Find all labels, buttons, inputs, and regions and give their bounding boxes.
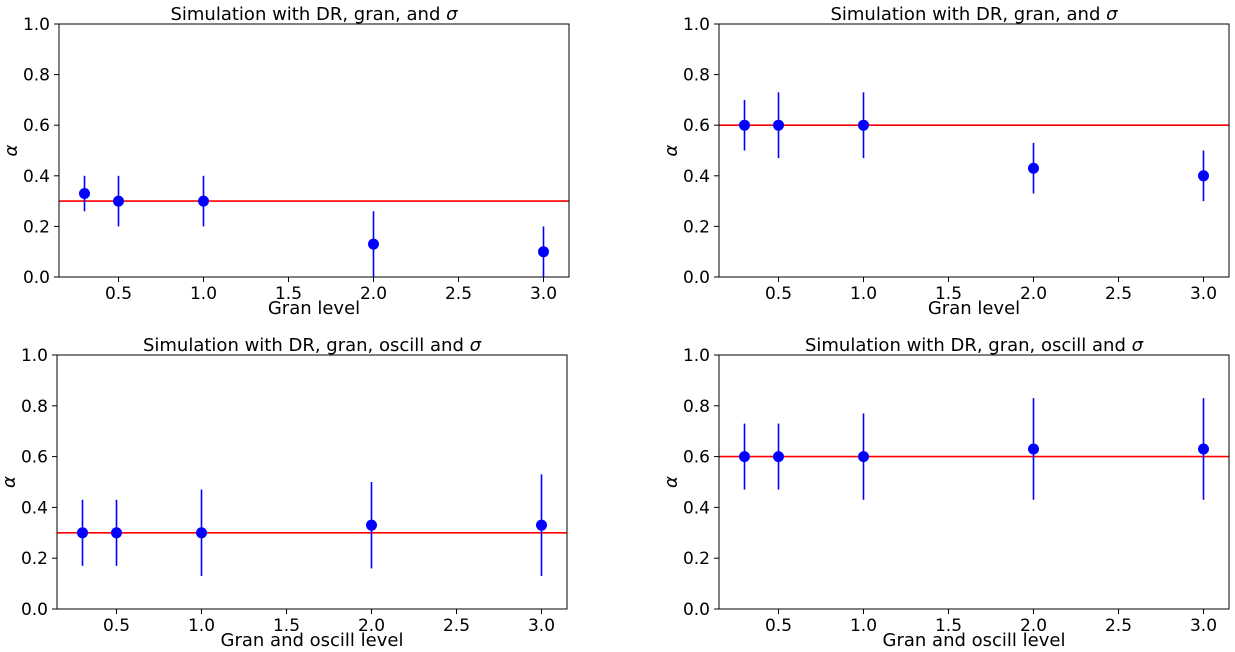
x-axis-label: Gran level — [268, 298, 360, 319]
y-axis-label: α — [661, 476, 682, 488]
x-tick-label: 2.0 — [360, 284, 387, 304]
data-point — [111, 527, 122, 539]
chart-title: Simulation with DR, gran, and σ — [170, 4, 458, 25]
chart-title-symbol: σ — [1132, 335, 1144, 356]
data-point — [739, 451, 750, 463]
x-axis-label: Gran and oscill level — [883, 630, 1066, 648]
x-tick-label: 2.5 — [1105, 284, 1132, 304]
chart-panel-3: Simulation with DR, gran, oscill and σ 0.… — [0, 335, 568, 651]
y-tick-label: 0.4 — [683, 167, 710, 187]
x-tick-label: 0.5 — [105, 284, 132, 304]
x-tick-label: 2.5 — [1105, 616, 1132, 636]
data-point — [198, 195, 209, 207]
y-tick-label: 0.4 — [23, 167, 50, 187]
x-tick-label: 1.5 — [275, 284, 302, 304]
y-tick-label: 0.2 — [21, 549, 48, 569]
y-tick-label: 0.8 — [23, 66, 50, 86]
data-point — [1028, 443, 1039, 455]
data-point — [196, 527, 207, 539]
y-axis-label: α — [1, 144, 22, 156]
chart-panel-4: Simulation with DR, gran, oscill and σ 0.… — [661, 335, 1230, 651]
x-tick-label: 2.5 — [443, 616, 470, 636]
y-tick-label: 0.6 — [21, 448, 48, 468]
x-tick-label: 1.0 — [190, 284, 217, 304]
x-tick-label: 2.0 — [358, 616, 385, 636]
y-tick-label: 1.0 — [683, 15, 710, 35]
x-tick-label: 1.5 — [273, 616, 300, 636]
plot-frame — [718, 23, 1230, 278]
y-tick-label: 1.0 — [23, 15, 50, 35]
x-tick-label: 2.5 — [445, 284, 472, 304]
y-tick-label: 0.0 — [23, 268, 50, 288]
y-tick-label: 0.4 — [683, 498, 710, 518]
data-point — [773, 451, 784, 463]
y-tick-label: 1.0 — [21, 346, 48, 366]
x-axis-label: Gran and oscill level — [221, 630, 404, 648]
y-tick-label: 0.6 — [683, 116, 710, 136]
x-axis-label: Gran level — [928, 298, 1020, 319]
data-point — [538, 246, 549, 258]
x-tick-label: 2.0 — [1020, 284, 1047, 304]
plot-frame — [718, 354, 1230, 610]
x-tick-label: 3.0 — [530, 284, 557, 304]
data-point — [858, 451, 869, 463]
chart-title-text: Simulation with DR, gran, and — [830, 4, 1106, 25]
data-point — [536, 519, 547, 531]
x-tick-label: 2.0 — [1020, 616, 1047, 636]
x-tick-label: 1.0 — [188, 616, 215, 636]
y-tick-label: 0.0 — [683, 600, 710, 620]
data-point — [1028, 162, 1039, 174]
x-tick-label: 0.5 — [765, 616, 792, 636]
x-tick-label: 1.0 — [850, 284, 877, 304]
x-tick-label: 3.0 — [528, 616, 555, 636]
data-point — [1198, 170, 1209, 182]
x-tick-label: 0.5 — [103, 616, 130, 636]
chart-title-symbol: σ — [446, 4, 458, 25]
data-point — [773, 119, 784, 131]
data-point — [366, 519, 377, 531]
y-tick-label: 0.6 — [23, 116, 50, 136]
y-tick-label: 0.8 — [683, 397, 710, 417]
x-tick-label: 1.0 — [850, 616, 877, 636]
chart-panel-2: Simulation with DR, gran, and σ 0.0 0.2 0.4… — [661, 4, 1230, 319]
chart-title-text: Simulation with DR, gran, oscill and — [143, 335, 470, 356]
y-tick-label: 1.0 — [683, 346, 710, 366]
y-axis-label: α — [0, 476, 20, 488]
y-tick-label: 0.8 — [21, 397, 48, 417]
x-tick-label: 1.5 — [935, 284, 962, 304]
y-tick-label: 0.2 — [683, 549, 710, 569]
y-tick-label: 0.0 — [683, 268, 710, 288]
data-point — [77, 527, 88, 539]
x-tick-label: 3.0 — [1190, 616, 1217, 636]
chart-title: Simulation with DR, gran, and σ — [830, 4, 1118, 25]
y-tick-label: 0.8 — [683, 66, 710, 86]
data-point — [113, 195, 124, 207]
data-point — [368, 238, 379, 250]
data-point — [739, 119, 750, 131]
data-point — [79, 188, 90, 200]
y-tick-label: 0.2 — [23, 217, 50, 237]
x-tick-label: 1.5 — [935, 616, 962, 636]
chart-title: Simulation with DR, gran, oscill and σ — [143, 335, 482, 356]
plot-frame — [58, 23, 570, 278]
x-tick-label: 0.5 — [765, 284, 792, 304]
data-point — [858, 119, 869, 131]
chart-panel-1: Simulation with DR, gran, and σ 0.0 0.2 0.4… — [1, 4, 570, 319]
chart-title-text: Simulation with DR, gran, and — [170, 4, 446, 25]
y-axis-label: α — [661, 144, 682, 156]
y-tick-label: 0.0 — [21, 600, 48, 620]
chart-title-symbol: σ — [1106, 4, 1118, 25]
x-tick-label: 3.0 — [1190, 284, 1217, 304]
chart-title: Simulation with DR, gran, oscill and σ — [805, 335, 1144, 356]
y-tick-label: 0.4 — [21, 498, 48, 518]
y-tick-label: 0.6 — [683, 448, 710, 468]
chart-title-symbol: σ — [470, 335, 482, 356]
plot-frame — [56, 354, 568, 610]
chart-title-text: Simulation with DR, gran, oscill and — [805, 335, 1132, 356]
y-tick-label: 0.2 — [683, 217, 710, 237]
data-point — [1198, 443, 1209, 455]
